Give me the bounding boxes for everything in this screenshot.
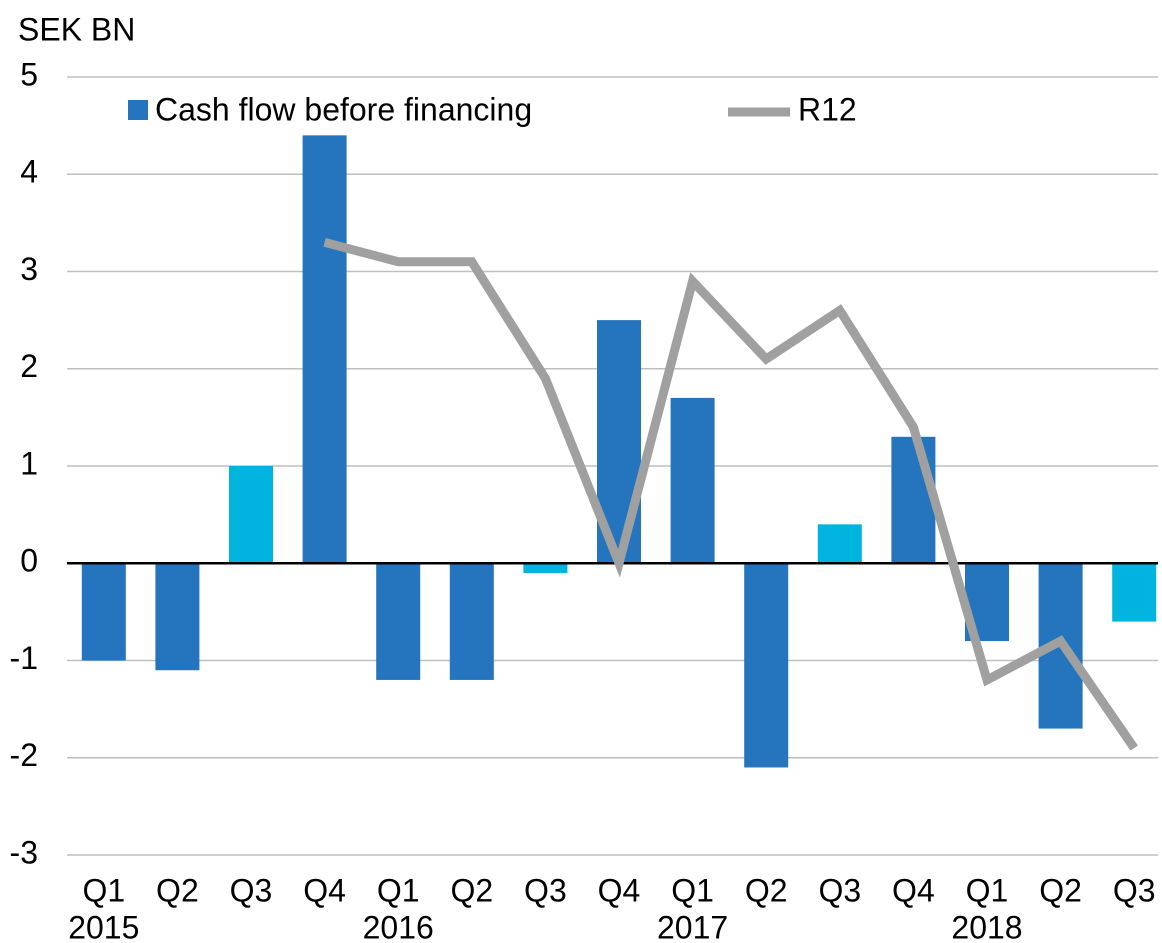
x-tick-label: Q3 bbox=[524, 872, 567, 908]
y-tick-label: -3 bbox=[10, 834, 38, 870]
bar bbox=[523, 563, 568, 573]
y-tick-label: -2 bbox=[10, 737, 38, 773]
y-tick-label: 3 bbox=[20, 251, 38, 287]
year-label: 2018 bbox=[951, 909, 1022, 943]
bar bbox=[817, 524, 862, 564]
bar bbox=[1112, 563, 1157, 622]
x-tick-label: Q3 bbox=[230, 872, 273, 908]
x-tick-label: Q3 bbox=[818, 872, 861, 908]
bar bbox=[449, 563, 494, 680]
x-tick-label: Q1 bbox=[966, 872, 1009, 908]
legend-label: R12 bbox=[798, 91, 857, 127]
x-tick-label: Q4 bbox=[598, 872, 641, 908]
bar bbox=[891, 436, 936, 564]
bar bbox=[670, 397, 715, 564]
y-tick-label: 5 bbox=[20, 56, 38, 92]
bar bbox=[81, 563, 126, 661]
y-tick-label: 4 bbox=[20, 154, 38, 190]
y-tick-label: 1 bbox=[20, 445, 38, 481]
y-tick-label: 2 bbox=[20, 348, 38, 384]
x-tick-label: Q1 bbox=[671, 872, 714, 908]
x-tick-label: Q3 bbox=[1113, 872, 1156, 908]
x-tick-label: Q2 bbox=[156, 872, 199, 908]
unit-label: SEK BN bbox=[18, 11, 135, 47]
bar bbox=[376, 563, 421, 680]
legend-label: Cash flow before financing bbox=[155, 91, 532, 127]
x-tick-label: Q2 bbox=[1039, 872, 1082, 908]
x-tick-label: Q2 bbox=[745, 872, 788, 908]
x-tick-label: Q1 bbox=[377, 872, 420, 908]
legend-swatch bbox=[128, 100, 148, 120]
x-tick-label: Q4 bbox=[892, 872, 935, 908]
year-label: 2015 bbox=[68, 909, 139, 943]
bar bbox=[155, 563, 200, 671]
y-tick-label: 0 bbox=[20, 543, 38, 579]
line bbox=[323, 237, 1138, 751]
y-tick-label: -1 bbox=[10, 640, 38, 676]
year-label: 2016 bbox=[363, 909, 434, 943]
x-tick-label: Q4 bbox=[303, 872, 346, 908]
x-tick-label: Q2 bbox=[450, 872, 493, 908]
bar bbox=[229, 466, 273, 564]
bar bbox=[744, 563, 789, 768]
year-label: 2017 bbox=[657, 909, 728, 943]
bar bbox=[302, 135, 347, 564]
x-tick-label: Q1 bbox=[82, 872, 125, 908]
